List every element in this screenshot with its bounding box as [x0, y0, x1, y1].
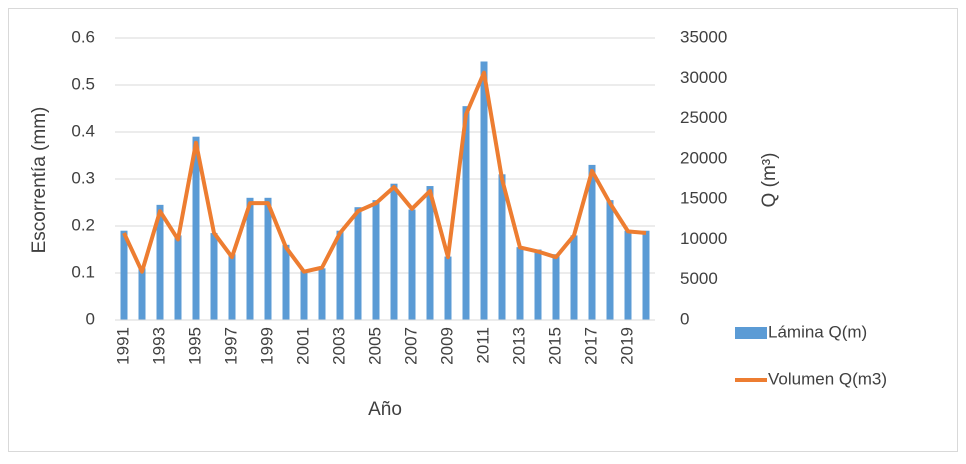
y-tick-label: 0.5 — [71, 74, 95, 93]
bar — [606, 200, 614, 320]
y2-tick-label: 25000 — [680, 108, 727, 127]
bar — [120, 230, 128, 320]
bar — [174, 235, 182, 320]
line — [122, 70, 647, 274]
bar — [156, 204, 164, 320]
x-tick-label: 1997 — [221, 327, 240, 365]
bar — [228, 254, 236, 320]
bar — [516, 247, 524, 320]
bar — [462, 106, 470, 321]
legend-label: Lámina Q(m) — [768, 322, 867, 341]
x-tick-label: 2003 — [329, 327, 348, 365]
y2-tick-label: 30000 — [680, 68, 727, 87]
bar — [498, 174, 506, 320]
y-tick-label: 0.4 — [71, 121, 95, 140]
bar — [408, 209, 416, 320]
y2-tick-label: 15000 — [680, 189, 727, 208]
bar — [282, 244, 290, 320]
bar — [300, 270, 308, 320]
bar — [354, 207, 362, 320]
y-axis-title: Escorrentía (mm) — [29, 107, 50, 254]
bar — [624, 230, 632, 320]
bar — [480, 61, 488, 320]
y2-tick-label: 0 — [680, 309, 689, 328]
x-axis-title: Año — [368, 399, 402, 420]
bar — [426, 186, 434, 320]
x-tick-label: 2019 — [617, 327, 636, 365]
x-tick-label: 1999 — [257, 327, 276, 365]
x-tick-label: 2017 — [581, 327, 600, 365]
bar — [570, 235, 578, 320]
x-tick-label: 2011 — [473, 327, 492, 364]
bar — [246, 197, 254, 320]
bar — [588, 164, 596, 320]
y2-tick-label: 35000 — [680, 27, 727, 46]
y-tick-label: 0.3 — [71, 168, 95, 187]
x-tick-label: 2015 — [545, 327, 564, 365]
x-tick-label: 2005 — [365, 327, 384, 365]
bar — [642, 230, 650, 320]
bar — [534, 249, 542, 320]
y2-tick-label: 10000 — [680, 229, 727, 248]
bar — [264, 197, 272, 320]
bar — [138, 268, 146, 320]
bar — [552, 254, 560, 320]
x-tick-label: 1995 — [185, 327, 204, 365]
bar — [192, 136, 200, 320]
bar — [210, 233, 218, 320]
legend-swatch — [735, 327, 767, 339]
y2-tick-label: 5000 — [680, 269, 718, 288]
bar — [372, 200, 380, 320]
bar — [336, 230, 344, 320]
y-tick-label: 0.6 — [71, 27, 95, 46]
bar — [390, 183, 398, 320]
y-tick-label: 0 — [86, 309, 95, 328]
x-tick-label: 2001 — [293, 327, 312, 365]
x-tick-label: 2009 — [437, 327, 456, 365]
y2-axis-title: Q (m³) — [759, 153, 780, 208]
y-tick-label: 0.2 — [71, 215, 95, 234]
y2-tick-label: 20000 — [680, 148, 727, 167]
bar — [318, 268, 326, 320]
bar — [444, 256, 452, 320]
x-tick-label: 1991 — [113, 327, 132, 365]
legend-label: Volumen Q(m3) — [768, 369, 887, 388]
x-tick-label: 1993 — [149, 327, 168, 365]
x-tick-label: 2013 — [509, 327, 528, 365]
y-tick-label: 0.1 — [71, 262, 95, 281]
x-tick-label: 2007 — [401, 327, 420, 365]
